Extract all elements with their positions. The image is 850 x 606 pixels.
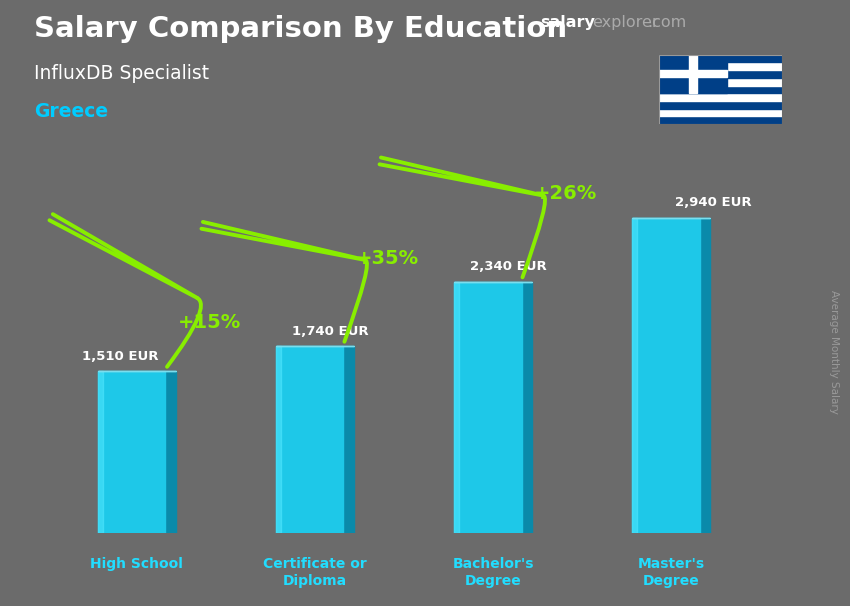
Text: explorer: explorer [592, 15, 659, 30]
Bar [659, 55, 782, 62]
Bar [659, 55, 728, 93]
Text: +35%: +35% [355, 248, 419, 268]
Bar [275, 347, 343, 533]
Bar [632, 218, 700, 533]
Text: Certificate or
Diploma: Certificate or Diploma [264, 557, 367, 588]
Bar [275, 347, 281, 533]
Text: 2,340 EUR: 2,340 EUR [470, 261, 547, 273]
Bar [632, 218, 638, 533]
Bar [688, 55, 697, 93]
Text: 2,940 EUR: 2,940 EUR [675, 196, 751, 209]
Bar [659, 108, 782, 116]
Text: salary: salary [540, 15, 595, 30]
Text: Greece: Greece [34, 102, 108, 121]
Bar [659, 78, 782, 85]
Bar [98, 371, 166, 533]
Bar [659, 116, 782, 124]
Bar [659, 62, 782, 70]
Text: +15%: +15% [178, 313, 241, 332]
Polygon shape [166, 371, 176, 533]
Text: Master's
Degree: Master's Degree [638, 557, 705, 588]
Text: Average Monthly Salary: Average Monthly Salary [829, 290, 839, 413]
Text: +26%: +26% [534, 184, 597, 203]
Bar [659, 93, 782, 101]
Bar [659, 85, 782, 93]
Bar [98, 371, 103, 533]
Polygon shape [343, 347, 354, 533]
Text: High School: High School [90, 557, 184, 571]
Text: Bachelor's
Degree: Bachelor's Degree [452, 557, 534, 588]
Text: 1,510 EUR: 1,510 EUR [82, 350, 158, 362]
Bar [659, 70, 728, 78]
Text: Salary Comparison By Education: Salary Comparison By Education [34, 15, 567, 43]
Polygon shape [522, 282, 532, 533]
Bar [454, 282, 522, 533]
Bar [659, 101, 782, 108]
Bar [454, 282, 459, 533]
Text: 1,740 EUR: 1,740 EUR [292, 325, 368, 338]
Polygon shape [700, 218, 711, 533]
Bar [659, 70, 782, 78]
Text: InfluxDB Specialist: InfluxDB Specialist [34, 64, 209, 82]
Text: .com: .com [648, 15, 687, 30]
